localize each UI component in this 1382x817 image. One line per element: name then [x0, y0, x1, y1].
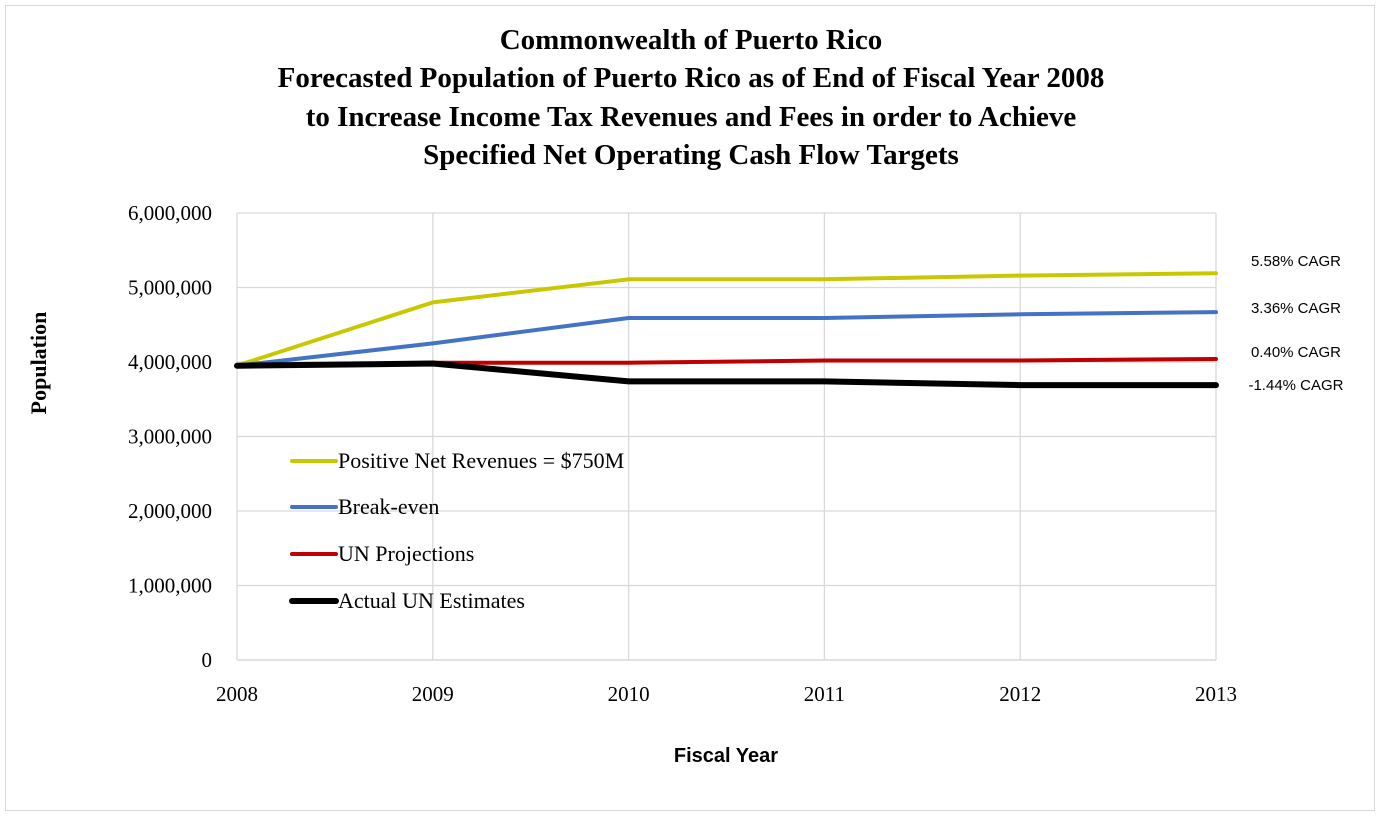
series-line-4	[234, 360, 1219, 389]
legend-entry: Positive Net Revenues = $750M	[338, 448, 624, 473]
series-end-label: -1.44% CAGR	[1248, 377, 1343, 394]
y-tick-label: 1,000,000	[128, 574, 212, 598]
series-line-2	[235, 310, 1218, 368]
y-tick-label: 6,000,000	[128, 201, 212, 225]
x-tick-label: 2013	[1195, 682, 1237, 706]
x-tick-label: 2010	[608, 682, 650, 706]
y-tick-label: 3,000,000	[128, 425, 212, 449]
x-tick-label: 2008	[216, 682, 258, 706]
y-tick-label: 4,000,000	[128, 350, 212, 374]
series-end-label: 3.36% CAGR	[1251, 300, 1341, 317]
series-end-label: 0.40% CAGR	[1251, 344, 1341, 361]
x-tick-label: 2009	[412, 682, 454, 706]
y-tick-label: 2,000,000	[128, 499, 212, 523]
legend-entry: Actual UN Estimates	[338, 588, 525, 613]
chart-title-line: to Increase Income Tax Revenues and Fees…	[306, 101, 1077, 133]
y-tick-label: 5,000,000	[128, 276, 212, 300]
x-tick-label: 2011	[804, 682, 845, 706]
chart-title-line: Forecasted Population of Puerto Rico as …	[278, 62, 1105, 94]
x-axis-title: Fiscal Year	[674, 745, 778, 767]
series-end-label: 5.58% CAGR	[1251, 253, 1341, 270]
x-tick-label: 2012	[999, 682, 1041, 706]
legend-entry: Break-even	[338, 494, 439, 519]
chart-title-line: Commonwealth of Puerto Rico	[500, 24, 883, 56]
chart-title-line: Specified Net Operating Cash Flow Target…	[423, 139, 959, 171]
legend-entry: UN Projections	[338, 541, 474, 566]
y-tick-label: 0	[202, 648, 213, 672]
y-axis-title: Population	[26, 312, 51, 415]
chart-frame	[5, 5, 1375, 811]
series-line-1	[235, 271, 1218, 368]
